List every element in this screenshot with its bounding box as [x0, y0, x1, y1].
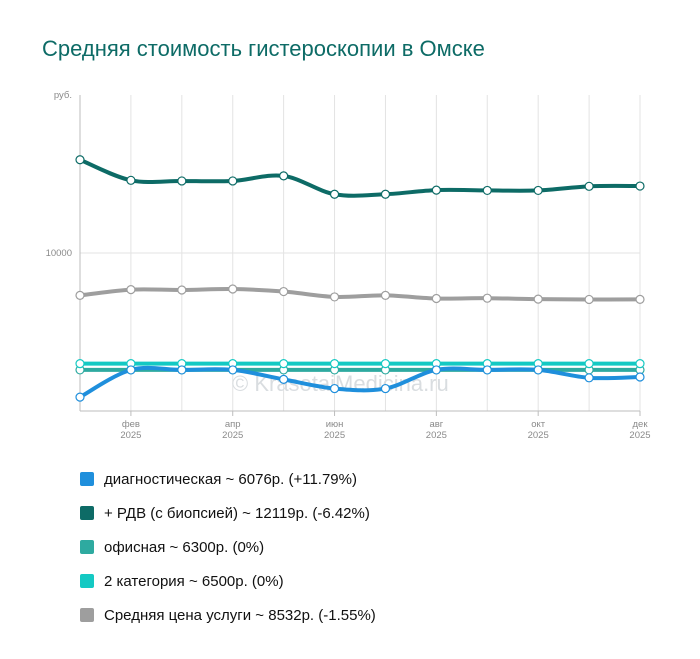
- x-tick-label-month: апр: [225, 419, 241, 430]
- data-point[interactable]: [228, 284, 238, 294]
- data-point[interactable]: [533, 294, 543, 304]
- data-point[interactable]: [126, 175, 136, 185]
- data-point[interactable]: [279, 171, 289, 181]
- x-tick-label-month: дек: [633, 419, 649, 430]
- data-point[interactable]: [279, 286, 289, 297]
- data-points: [75, 155, 645, 402]
- data-point[interactable]: [75, 359, 85, 369]
- data-point[interactable]: [380, 383, 391, 394]
- legend-label: офисная ~ 6300р. (0%): [104, 538, 265, 556]
- legend-label: + РДВ (с биопсией) ~ 12119р. (-6.42%): [104, 504, 370, 522]
- data-point[interactable]: [431, 365, 441, 375]
- data-point[interactable]: [177, 176, 187, 186]
- data-point[interactable]: [584, 373, 594, 383]
- x-tick-label-month: июн: [326, 419, 344, 430]
- legend-label: Средняя цена услуги ~ 8532р. (-1.55%): [104, 606, 376, 624]
- legend-label: 2 категория ~ 6500р. (0%): [104, 572, 284, 590]
- series-line-4: [78, 286, 642, 302]
- data-point[interactable]: [584, 181, 594, 191]
- legend-item-rdv-biopsy[interactable]: + РДВ (с биопсией) ~ 12119р. (-6.42%): [80, 496, 376, 530]
- data-point[interactable]: [584, 294, 594, 305]
- data-point[interactable]: [177, 285, 187, 295]
- data-point[interactable]: [635, 359, 645, 369]
- x-tick-label-year: 2025: [426, 430, 447, 441]
- x-tick-label-month: фев: [122, 419, 140, 430]
- x-tick-label-month: авг: [429, 419, 443, 430]
- data-point[interactable]: [329, 383, 340, 394]
- data-point[interactable]: [177, 365, 187, 375]
- x-tick-label-year: 2025: [629, 430, 650, 441]
- data-point[interactable]: [329, 292, 340, 302]
- line-chart: © KrasotaiMedicina.ru 10000руб.фев2025ап…: [46, 90, 651, 441]
- x-tick-label-year: 2025: [324, 430, 345, 441]
- series-lines: [78, 157, 642, 400]
- legend-item-office[interactable]: офисная ~ 6300р. (0%): [80, 530, 376, 564]
- data-point[interactable]: [380, 189, 391, 199]
- data-point[interactable]: [431, 293, 441, 304]
- x-tick-label-year: 2025: [120, 430, 141, 441]
- data-point[interactable]: [533, 185, 543, 196]
- data-point[interactable]: [635, 372, 645, 382]
- legend-item-average-price[interactable]: Средняя цена услуги ~ 8532р. (-1.55%): [80, 598, 376, 632]
- data-point[interactable]: [75, 392, 85, 402]
- legend-swatch: [80, 506, 94, 520]
- x-tick-label-year: 2025: [222, 430, 243, 441]
- data-point[interactable]: [431, 185, 441, 195]
- x-tick-label-year: 2025: [528, 430, 549, 441]
- data-point[interactable]: [482, 185, 492, 196]
- data-point[interactable]: [126, 365, 136, 375]
- axes: 10000руб.фев2025апр2025июн2025авг2025окт…: [46, 90, 651, 441]
- grid: [80, 95, 641, 411]
- series-line-1: [78, 157, 642, 198]
- legend: диагностическая ~ 6076р. (+11.79%) + РДВ…: [80, 462, 376, 632]
- data-point[interactable]: [279, 359, 289, 369]
- x-tick-label-month: окт: [531, 419, 546, 430]
- data-point[interactable]: [584, 359, 594, 369]
- data-point[interactable]: [75, 290, 85, 300]
- data-point[interactable]: [329, 359, 340, 369]
- data-point[interactable]: [482, 293, 492, 303]
- data-point[interactable]: [380, 359, 391, 369]
- legend-swatch: [80, 608, 94, 622]
- data-point[interactable]: [380, 290, 391, 300]
- y-axis-unit: руб.: [54, 90, 72, 101]
- y-tick-label: 10000: [46, 248, 72, 259]
- data-point[interactable]: [635, 181, 645, 191]
- data-point[interactable]: [279, 374, 289, 384]
- legend-swatch: [80, 574, 94, 588]
- data-point[interactable]: [75, 155, 85, 165]
- legend-swatch: [80, 540, 94, 554]
- data-point[interactable]: [482, 365, 492, 375]
- data-point[interactable]: [228, 176, 238, 186]
- legend-item-diagnostic[interactable]: диагностическая ~ 6076р. (+11.79%): [80, 462, 376, 496]
- data-point[interactable]: [329, 189, 340, 199]
- data-point[interactable]: [635, 294, 645, 304]
- data-point[interactable]: [533, 365, 543, 375]
- data-point[interactable]: [228, 365, 238, 375]
- legend-label: диагностическая ~ 6076р. (+11.79%): [104, 470, 357, 488]
- chart-title: Средняя стоимость гистероскопии в Омске: [42, 36, 485, 61]
- legend-swatch: [80, 472, 94, 486]
- data-point[interactable]: [126, 285, 136, 295]
- legend-item-category-2[interactable]: 2 категория ~ 6500р. (0%): [80, 564, 376, 598]
